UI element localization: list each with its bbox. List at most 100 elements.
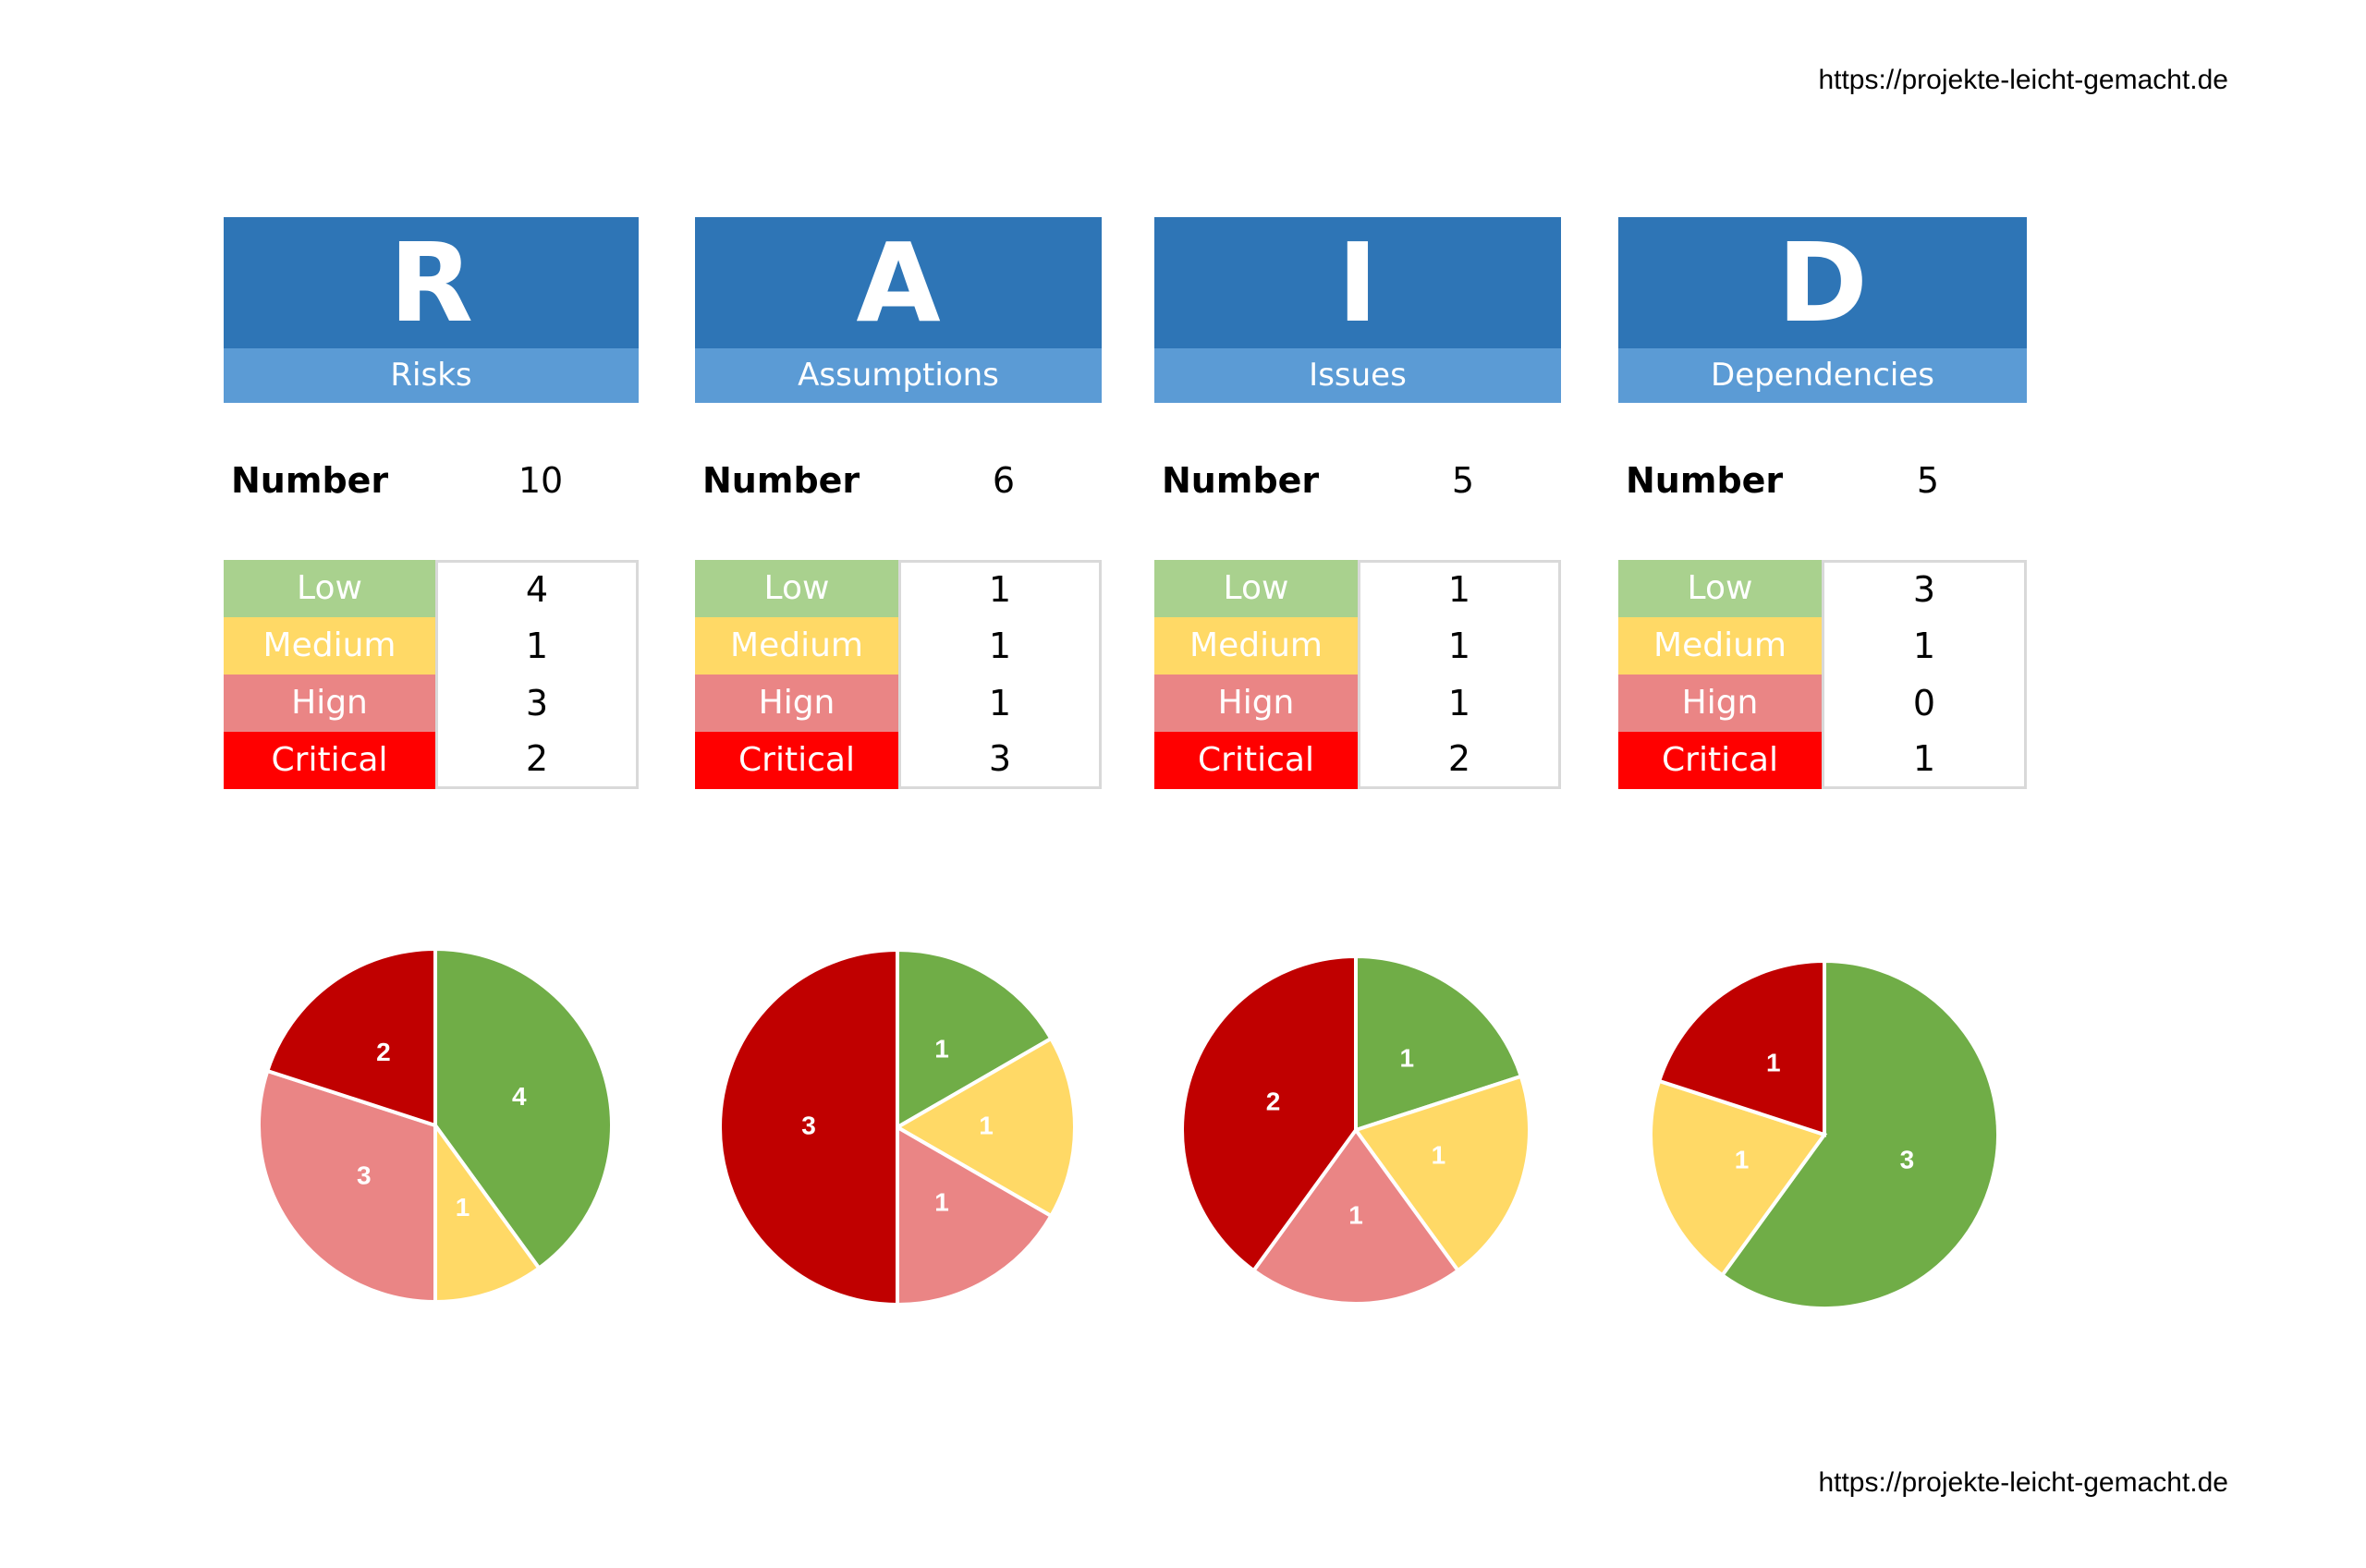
pie-data-label: 1 [456, 1193, 470, 1222]
category-name: Dependencies [1618, 348, 2027, 403]
severity-row-critical: Critical 2 [224, 732, 639, 789]
severity-count: 4 [435, 560, 639, 617]
severity-table: Low 1 Medium 1 Hign 1 Critical 2 [1154, 560, 1561, 789]
pie-data-label: 1 [979, 1111, 994, 1139]
severity-label: Critical [695, 732, 898, 789]
pie-slice-high [257, 1068, 437, 1305]
pie-slice-critical [264, 946, 437, 1128]
severity-count: 1 [898, 617, 1102, 675]
severity-label: Hign [224, 675, 435, 732]
severity-count: 1 [1358, 560, 1561, 617]
severity-label: Hign [1618, 675, 1822, 732]
severity-count: 0 [1822, 675, 2027, 732]
severity-count: 1 [1822, 732, 2027, 789]
number-value: 5 [1916, 460, 1940, 501]
number-value: 6 [992, 460, 1016, 501]
severity-table: Low 3 Medium 1 Hign 0 Critical 1 [1618, 560, 2027, 789]
number-label: Number [1162, 460, 1320, 501]
severity-count: 2 [1358, 732, 1561, 789]
number-label: Number [1626, 460, 1784, 501]
severity-count: 3 [898, 732, 1102, 789]
number-label: Number [702, 460, 860, 501]
pie-data-label: 4 [512, 1082, 527, 1111]
severity-count: 1 [1358, 617, 1561, 675]
pie-data-label: 1 [1432, 1140, 1446, 1169]
pie-chart-issues: 1 1 1 2 [1180, 954, 1531, 1306]
number-row: Number 5 [1626, 460, 2027, 506]
severity-label: Medium [1618, 617, 1822, 675]
severity-row-critical: Critical 3 [695, 732, 1102, 789]
pie-data-label: 3 [801, 1111, 816, 1139]
category-name: Risks [224, 348, 639, 403]
severity-label: Medium [224, 617, 435, 675]
raid-letter: R [224, 217, 639, 348]
severity-count: 2 [435, 732, 639, 789]
severity-row-medium: Medium 1 [695, 617, 1102, 675]
severity-row-low: Low 3 [1618, 560, 2027, 617]
severity-table: Low 4 Medium 1 Hign 3 Critical 2 [224, 560, 639, 789]
number-row: Number 5 [1162, 460, 1561, 506]
pie-chart-risks: 4 1 3 2 [257, 946, 614, 1305]
severity-row-low: Low 1 [1154, 560, 1561, 617]
severity-row-high: Hign 3 [224, 675, 639, 732]
severity-row-critical: Critical 1 [1618, 732, 2027, 789]
pie-chart-assumptions: 1 1 1 3 [718, 947, 1077, 1307]
severity-label: Hign [695, 675, 898, 732]
severity-count: 1 [898, 675, 1102, 732]
severity-count: 1 [898, 560, 1102, 617]
severity-row-high: Hign 0 [1618, 675, 2027, 732]
pie-slice-low [433, 946, 614, 1271]
raid-letter: D [1618, 217, 2027, 348]
severity-label: Low [1618, 560, 1822, 617]
severity-row-low: Low 4 [224, 560, 639, 617]
severity-label: Low [224, 560, 435, 617]
pie-data-label: 1 [1735, 1145, 1750, 1173]
pie-slice-medium [893, 1036, 1077, 1219]
severity-row-medium: Medium 1 [1154, 617, 1561, 675]
pie-slice-high [896, 1124, 1055, 1307]
pie-slice-high [1250, 1126, 1461, 1306]
pie-slice-critical [718, 947, 899, 1307]
severity-count: 1 [1822, 617, 2027, 675]
pie-slice-critical [1180, 954, 1358, 1273]
severity-label: Critical [1618, 732, 1822, 789]
severity-label: Low [695, 560, 898, 617]
severity-label: Medium [1154, 617, 1358, 675]
source-url-top: https://projekte-leicht-gemacht.de [1818, 65, 2228, 95]
raid-column-assumptions: A Assumptions Number 6 Low 1 Medium 1 Hi… [695, 217, 1102, 789]
category-name: Assumptions [695, 348, 1102, 403]
number-label: Number [231, 460, 389, 501]
severity-label: Critical [1154, 732, 1358, 789]
pie-data-label: 1 [1766, 1048, 1781, 1076]
number-row: Number 10 [231, 460, 639, 506]
severity-row-critical: Critical 2 [1154, 732, 1561, 789]
pie-data-label: 1 [934, 1188, 949, 1217]
severity-table: Low 1 Medium 1 Hign 1 Critical 3 [695, 560, 1102, 789]
pie-slice-medium [1352, 1074, 1531, 1273]
severity-count: 1 [1358, 675, 1561, 732]
severity-row-medium: Medium 1 [224, 617, 639, 675]
pie-data-label: 1 [1348, 1200, 1363, 1229]
pie-slice-critical [1656, 958, 1826, 1137]
raid-column-dependencies: D Dependencies Number 5 Low 3 Medium 1 H… [1618, 217, 2027, 789]
severity-label: Critical [224, 732, 435, 789]
pie-data-label: 1 [934, 1034, 949, 1063]
pie-slice-low [1354, 954, 1524, 1133]
raid-column-risks: R Risks Number 10 Low 4 Medium 1 Hign 3 … [224, 217, 639, 789]
raid-letter: A [695, 217, 1102, 348]
pie-slice-low [896, 947, 1055, 1131]
severity-label: Low [1154, 560, 1358, 617]
raid-column-issues: I Issues Number 5 Low 1 Medium 1 Hign 1 … [1154, 217, 1561, 789]
severity-label: Hign [1154, 675, 1358, 732]
pie-slice-low [1719, 958, 2000, 1310]
pie-slice-medium [1649, 1078, 1828, 1278]
severity-row-high: Hign 1 [1154, 675, 1561, 732]
pie-data-label: 3 [357, 1161, 372, 1190]
number-value: 10 [518, 460, 564, 501]
pie-data-label: 3 [1900, 1145, 1915, 1173]
severity-count: 3 [1822, 560, 2027, 617]
severity-row-high: Hign 1 [695, 675, 1102, 732]
severity-count: 3 [435, 675, 639, 732]
pie-data-label: 1 [1399, 1043, 1414, 1072]
number-value: 5 [1451, 460, 1475, 501]
